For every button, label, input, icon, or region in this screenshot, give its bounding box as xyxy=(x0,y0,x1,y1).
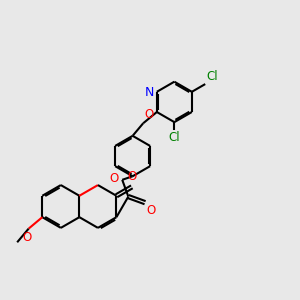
Text: Cl: Cl xyxy=(169,131,180,144)
Text: O: O xyxy=(145,108,154,121)
Text: O: O xyxy=(110,172,119,185)
Text: O: O xyxy=(147,204,156,217)
Text: Cl: Cl xyxy=(206,70,218,83)
Text: O: O xyxy=(128,170,137,183)
Text: N: N xyxy=(145,86,154,99)
Text: O: O xyxy=(22,231,32,244)
